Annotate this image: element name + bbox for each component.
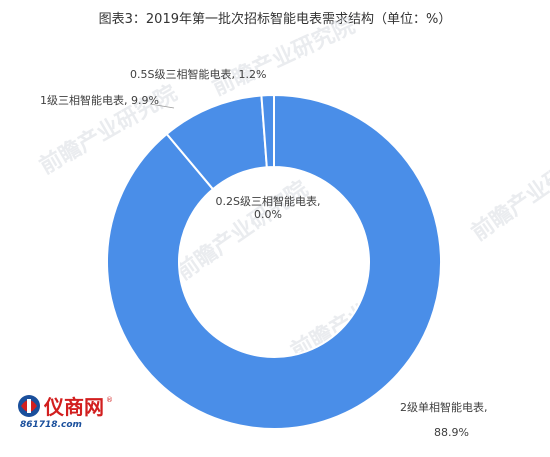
watermark: 前瞻产业研究院 前瞻产业研究院 前瞻产业研究院 前瞻产业研究院 前瞻产业研究院 xyxy=(35,12,550,364)
data-label-0.2s: 0.2S级三相智能电表, xyxy=(216,194,321,208)
chart-title: 图表3：2019年第一批次招标智能电表需求结构（单位：%） xyxy=(98,12,452,27)
data-label-2-single-phase: 2级单相智能电表, xyxy=(400,400,488,414)
svg-text:前瞻产业研究院: 前瞻产业研究院 xyxy=(208,12,359,101)
logo-url: 861718.com xyxy=(20,420,82,430)
data-label-0.5s: 0.5S级三相智能电表, 1.2% xyxy=(130,67,266,81)
data-label-1-three-phase: 1级三相智能电表, 9.9% xyxy=(40,93,159,107)
leader-line xyxy=(149,103,175,109)
logo-mark-icon xyxy=(18,395,40,417)
donut-slices xyxy=(106,93,442,430)
site-logo: 仪商网 ® 861718.com xyxy=(18,395,113,430)
svg-text:前瞻产业研究院: 前瞻产业研究院 xyxy=(467,137,550,247)
logo-registered-mark: ® xyxy=(106,396,113,404)
slice-2 xyxy=(260,93,275,169)
data-label-0.2s-value: 0.0% xyxy=(254,208,282,221)
slice-0 xyxy=(106,93,442,430)
data-label-2-single-phase-value: 88.9% xyxy=(434,426,469,439)
logo-name: 仪商网 xyxy=(43,395,104,419)
